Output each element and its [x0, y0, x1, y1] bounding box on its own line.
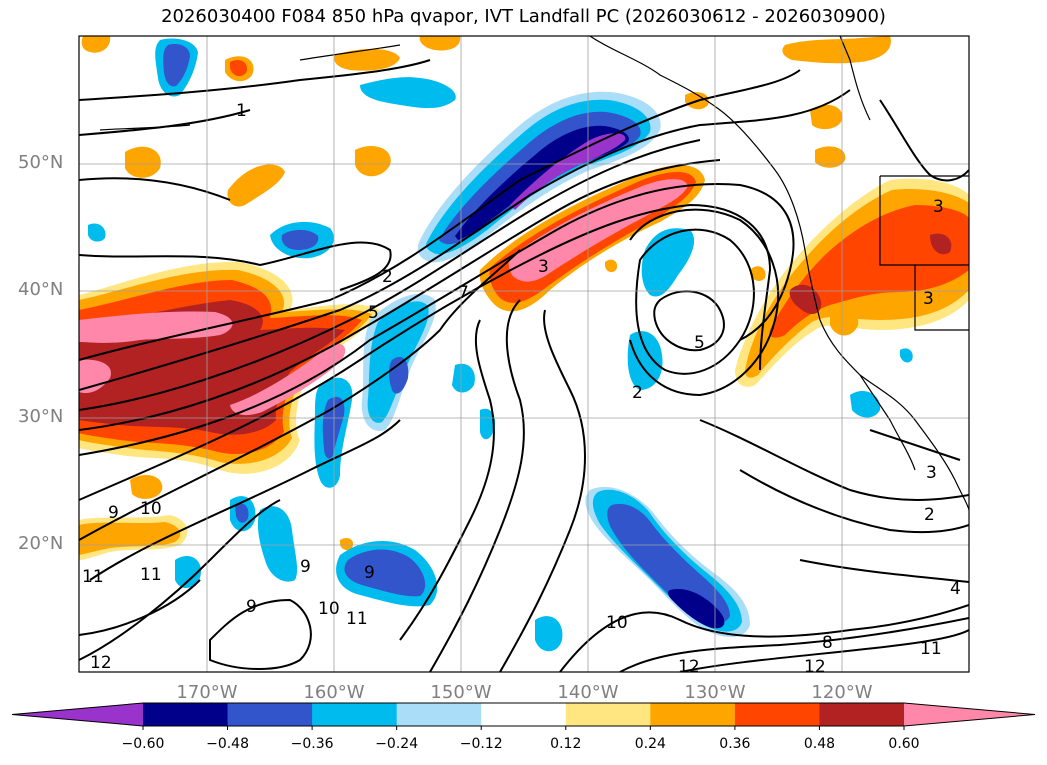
- colorbar-extend-high: [904, 703, 1035, 726]
- lat-label-20n: 20°N: [18, 533, 64, 554]
- contour-label: 11: [346, 609, 368, 629]
- colorbar-tick-label: 0.60: [888, 736, 920, 752]
- contour-label: 10: [140, 499, 162, 519]
- lon-label-150w: 150°W: [430, 682, 492, 703]
- colorbar-segment: [227, 703, 313, 726]
- contour-label: 3: [538, 257, 549, 277]
- colorbar-tick-label: 0.36: [719, 736, 751, 752]
- contour-label: 2: [924, 505, 935, 525]
- colorbar-tick-label: −0.24: [375, 736, 419, 752]
- gridlines: [79, 36, 969, 672]
- colorbar-segment: [481, 703, 567, 726]
- contour-label: 3: [933, 197, 944, 217]
- coastlines: [99, 36, 969, 511]
- colorbar-tick-label: −0.12: [459, 736, 503, 752]
- colorbar-segment: [396, 703, 482, 726]
- contour-label: 1: [236, 101, 247, 121]
- contour-label: 7: [458, 283, 469, 303]
- colorbar-tick-label: 0.24: [634, 736, 666, 752]
- lon-label-120w: 120°W: [811, 682, 873, 703]
- colorbar-extend-low: [12, 703, 143, 726]
- contour-label: 9: [108, 503, 119, 523]
- contour-label: 12: [804, 657, 826, 677]
- lat-label-30n: 30°N: [18, 406, 64, 427]
- colorbar-segment: [565, 703, 651, 726]
- lon-label-170w: 170°W: [176, 682, 238, 703]
- contour-label: 9: [300, 557, 311, 577]
- colorbar-segment: [819, 703, 905, 726]
- negative-anomaly-shading: [88, 38, 913, 652]
- colorbar-segment: [650, 703, 736, 726]
- contour-label: 11: [920, 639, 942, 659]
- contour-label: 9: [364, 563, 375, 583]
- contour-label: 2: [632, 383, 643, 403]
- contour-label: 8: [822, 633, 833, 653]
- contour-label: 3: [923, 289, 934, 309]
- colorbar-tick-label: 0.48: [803, 736, 836, 752]
- contour-label: 11: [140, 565, 162, 585]
- contour-label: 11: [82, 567, 104, 587]
- contour-label: 5: [694, 333, 705, 353]
- colorbar-tick-label: −0.48: [206, 736, 249, 752]
- colorbar-segment: [312, 703, 398, 726]
- colorbar-segment: [734, 703, 820, 726]
- contour-label: 9: [246, 597, 257, 617]
- colorbar: [11, 702, 1036, 730]
- contour-label: 10: [606, 613, 628, 633]
- map-title: 2026030400 F084 850 hPa qvapor, IVT Land…: [161, 6, 886, 27]
- lon-label-140w: 140°W: [557, 682, 619, 703]
- colorbar-tick-label: 0.12: [550, 736, 582, 752]
- colorbar-segment: [143, 703, 229, 726]
- lon-label-160w: 160°W: [303, 682, 365, 703]
- lat-label-50n: 50°N: [18, 152, 64, 173]
- contour-label: 3: [926, 463, 937, 483]
- contour-label: 2: [382, 267, 393, 287]
- contour-labels: 7 2 5 5 3 3 3 2 9 10 11 11 9 9 10 11 12 …: [82, 101, 961, 677]
- contour-label: 12: [678, 657, 700, 677]
- contour-label: 12: [90, 653, 112, 673]
- lat-label-40n: 40°N: [18, 279, 64, 300]
- ivt-contours: [79, 59, 969, 672]
- lon-label-130w: 130°W: [684, 682, 746, 703]
- contour-label: 5: [368, 303, 379, 323]
- contour-label: 10: [318, 599, 340, 619]
- contour-label: 4: [950, 579, 961, 599]
- plot-frame: [78, 35, 970, 673]
- positive-anomaly-shading: [79, 36, 969, 560]
- colorbar-tick-label: −0.60: [121, 736, 165, 752]
- colorbar-tick-label: −0.36: [290, 736, 334, 752]
